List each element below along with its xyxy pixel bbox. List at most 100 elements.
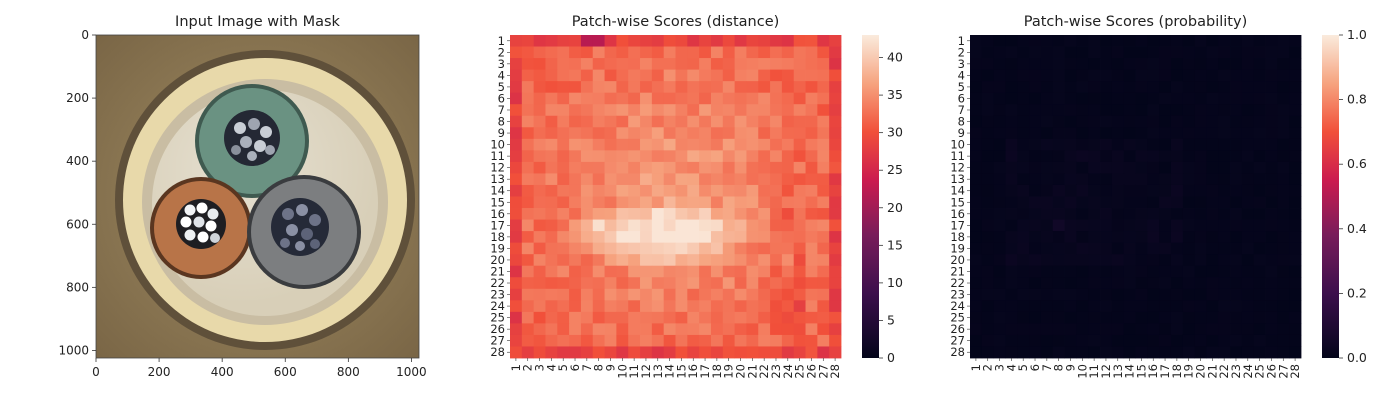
heatmap-cell [993, 58, 1006, 71]
heatmap-cell [746, 173, 759, 186]
heatmap-cell [628, 138, 641, 151]
heatmap-cell [1111, 58, 1125, 71]
heatmap-cell [1088, 184, 1101, 197]
column-label: 8 [1052, 364, 1066, 371]
heatmap-cell [1265, 311, 1278, 324]
heatmap-cell [1029, 138, 1042, 151]
heatmap-cell [1076, 254, 1089, 267]
heatmap-cell [722, 69, 736, 82]
heatmap-cell [1277, 150, 1290, 163]
heatmap-cell [746, 288, 759, 301]
heatmap-cell [1241, 208, 1255, 220]
heatmap-cell [1076, 242, 1089, 255]
heatmap-cell [1029, 92, 1042, 105]
heatmap-cell [1040, 35, 1054, 47]
colorbar [1322, 35, 1339, 358]
heatmap-cell [1029, 323, 1042, 336]
heatmap-cell [675, 242, 688, 255]
heatmap-cell [981, 92, 995, 105]
heatmap-cell [710, 265, 724, 278]
heatmap-cell [758, 346, 771, 359]
heatmap-cell [1017, 46, 1030, 59]
heatmap-cell [793, 265, 806, 278]
heatmap-cell [580, 58, 594, 71]
heatmap-cell [1289, 81, 1302, 94]
heatmap-cell [663, 184, 676, 197]
heatmap-cell [734, 161, 747, 174]
heatmap-cell [1277, 46, 1290, 59]
heatmap-cell [1005, 115, 1018, 128]
heatmap-cell [1277, 92, 1290, 105]
heatmap-cell [1218, 92, 1231, 105]
heatmap-cell [1218, 219, 1231, 232]
heatmap-cell [1040, 138, 1054, 151]
heatmap-cell [533, 231, 546, 244]
heatmap-cell [970, 104, 983, 117]
heatmap-cell [1230, 58, 1243, 71]
heatmap-cell [651, 150, 665, 163]
heatmap-cell [781, 208, 795, 220]
heatmap-cell [1147, 58, 1160, 71]
heatmap-cell [781, 138, 795, 151]
heatmap-cell [722, 58, 736, 71]
heatmap-cell [1182, 242, 1196, 255]
column-label: 15 [1134, 364, 1148, 379]
row-label: 4 [958, 68, 965, 82]
heatmap-cell [1111, 104, 1125, 117]
column-label: 5 [1016, 364, 1030, 371]
heatmap-cell [510, 92, 523, 105]
heatmap-cell [970, 346, 983, 359]
heatmap-cell [817, 208, 830, 220]
heatmap-cell [1040, 115, 1054, 128]
heatmap-cell [1088, 115, 1101, 128]
heatmap-cell [1029, 58, 1042, 71]
heatmap-cell [710, 127, 724, 140]
heatmap-cell [758, 92, 771, 105]
heatmap-cell [545, 46, 558, 59]
heatmap-cell [981, 150, 995, 163]
row-label: 10 [950, 138, 965, 152]
heatmap-cell [1029, 161, 1042, 174]
heatmap-cell [1147, 346, 1160, 359]
heatmap-cell [1135, 231, 1148, 244]
heatmap-cell [829, 323, 842, 336]
heatmap-cell [805, 69, 818, 82]
heatmap-cell [533, 35, 546, 47]
heatmap-cell [1029, 173, 1042, 186]
heatmap-cell [1159, 231, 1172, 244]
heatmap-cell [970, 288, 983, 301]
heatmap-cell [829, 346, 842, 359]
heatmap-cell [675, 346, 688, 359]
heatmap-cell [710, 231, 724, 244]
heatmap-cell [604, 300, 617, 313]
heatmap-cell [734, 46, 747, 59]
heatmap-cell [592, 69, 605, 82]
heatmap-cell [580, 196, 594, 209]
heatmap-cell [1170, 242, 1184, 255]
heatmap-cell [1170, 69, 1184, 82]
heatmap-cell [710, 173, 724, 186]
heatmap-cell [699, 138, 712, 151]
heatmap-cell [651, 35, 665, 47]
heatmap-cell [781, 231, 795, 244]
heatmap-cell [1088, 173, 1101, 186]
row-label: 12 [490, 161, 505, 175]
heatmap-cell [628, 231, 641, 244]
heatmap-cell [580, 104, 594, 117]
heatmap-cell [1111, 277, 1125, 290]
heatmap-cell [510, 265, 523, 278]
heatmap-cell [722, 334, 736, 347]
heatmap-cell [1064, 161, 1077, 174]
heatmap-cell [663, 277, 676, 290]
heatmap-cell [1277, 311, 1290, 324]
heatmap-cell [981, 208, 995, 220]
column-label: 27 [1276, 364, 1290, 379]
heatmap-cell [545, 323, 558, 336]
heatmap-cell [663, 334, 676, 347]
row-label: 24 [950, 299, 965, 313]
heatmap-cell [722, 127, 736, 140]
heatmap-cell [580, 288, 594, 301]
heatmap-cell [569, 150, 582, 163]
heatmap-cell [1289, 208, 1302, 220]
heatmap-cell [663, 219, 676, 232]
